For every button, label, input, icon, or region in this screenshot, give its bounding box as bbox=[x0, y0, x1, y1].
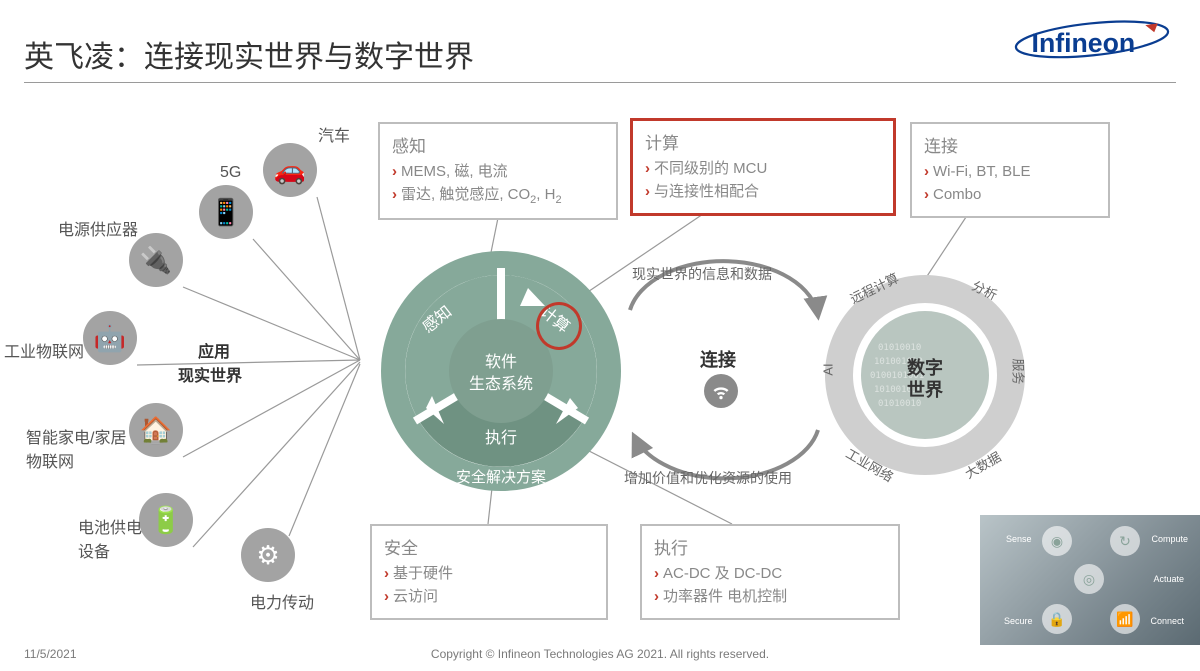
app-icon-label-4: 智能家电/家居 物联网 bbox=[26, 424, 126, 472]
caret-icon: › bbox=[645, 183, 650, 200]
box-title: 执行 bbox=[654, 534, 886, 559]
caret-icon: › bbox=[645, 160, 650, 177]
box-secure: 安全 ›基于硬件›云访问 bbox=[370, 524, 608, 620]
app-glyph-icon: ⚙ bbox=[256, 540, 279, 571]
connect-label: 连接 bbox=[700, 346, 736, 372]
center-label-realworld: 现实世界 bbox=[178, 362, 242, 386]
hub-outer-band: 安全解决方案 bbox=[378, 466, 624, 487]
slide-root: 英飞凌：连接现实世界与数字世界 Infineon bbox=[0, 0, 1200, 671]
app-icon-0: 🚗 bbox=[263, 143, 317, 197]
box-title: 安全 bbox=[384, 534, 594, 559]
box-title: 感知 bbox=[392, 132, 604, 157]
app-icon-1: 📱 bbox=[199, 185, 253, 239]
app-glyph-icon: 🔌 bbox=[140, 245, 172, 276]
svg-text:01010010: 01010010 bbox=[878, 343, 921, 353]
thumb-tr: Compute bbox=[1151, 534, 1188, 544]
hub-seg-actuate: 执行 bbox=[378, 424, 624, 448]
dw-center-2: 世界 bbox=[820, 376, 1030, 402]
digital-world-ring: 01010010 101001010 0100101001 101001010 … bbox=[820, 270, 1030, 480]
annot-bottom: 增加价值和优化资源的使用 bbox=[624, 468, 792, 488]
app-icon-6: ⚙ bbox=[241, 528, 295, 582]
center-label-app: 应用 bbox=[198, 338, 230, 362]
title-rule bbox=[24, 82, 1176, 83]
app-glyph-icon: 🔋 bbox=[150, 505, 182, 536]
app-glyph-icon: 🚗 bbox=[274, 155, 306, 186]
app-icon-3: 🤖 bbox=[83, 311, 137, 365]
app-icon-label-0: 汽车 bbox=[318, 122, 350, 146]
hub-wheel: 软件 生态系统 感知 计算 执行 安全解决方案 bbox=[378, 248, 624, 494]
app-icon-4: 🏠 bbox=[129, 403, 183, 457]
dw-ring-5: AI bbox=[821, 363, 836, 375]
dw-ring-2: 服务 bbox=[1009, 358, 1028, 384]
box-line: ›不同级别的 MCU bbox=[645, 158, 881, 181]
app-icon-label-5: 电池供电 设备 bbox=[78, 514, 142, 562]
box-line: ›AC-DC 及 DC-DC bbox=[654, 563, 886, 586]
red-highlight-ring bbox=[536, 302, 582, 350]
app-icon-label-3: 工业物联网 bbox=[4, 338, 84, 362]
app-icon-5: 🔋 bbox=[139, 493, 193, 547]
thumbnail-image: ◉ ↻ ◎ 🔒 📶 Sense Compute Actuate Secure C… bbox=[980, 515, 1200, 645]
box-compute: 计算 ›不同级别的 MCU›与连接性相配合 bbox=[630, 118, 896, 216]
app-glyph-icon: 🏠 bbox=[140, 415, 172, 446]
annot-top: 现实世界的信息和数据 bbox=[632, 264, 772, 284]
caret-icon: › bbox=[654, 565, 659, 582]
caret-icon: › bbox=[924, 186, 929, 203]
caret-icon: › bbox=[392, 163, 397, 180]
caret-icon: › bbox=[384, 565, 389, 582]
box-line: ›功率器件 电机控制 bbox=[654, 586, 886, 609]
caret-icon: › bbox=[924, 163, 929, 180]
box-sense: 感知 ›MEMS, 磁, 电流›雷达, 触觉感应, CO2, H2 bbox=[378, 122, 618, 220]
caret-icon: › bbox=[392, 186, 397, 203]
box-line: ›雷达, 触觉感应, CO2, H2 bbox=[392, 184, 604, 209]
box-line: ›云访问 bbox=[384, 586, 594, 609]
caret-icon: › bbox=[384, 588, 389, 605]
box-line: ›与连接性相配合 bbox=[645, 181, 881, 204]
app-icon-2: 🔌 bbox=[129, 233, 183, 287]
wifi-icon bbox=[704, 374, 738, 408]
hub-center-1: 软件 bbox=[378, 348, 624, 372]
app-icon-label-2: 电源供应器 bbox=[58, 216, 138, 240]
thumb-tl: Sense bbox=[1006, 534, 1032, 544]
box-title: 连接 bbox=[924, 132, 1096, 157]
box-line: ›基于硬件 bbox=[384, 563, 594, 586]
box-actuate: 执行 ›AC-DC 及 DC-DC›功率器件 电机控制 bbox=[640, 524, 900, 620]
thumb-br: Connect bbox=[1150, 616, 1184, 626]
page-title: 英飞凌：连接现实世界与数字世界 bbox=[24, 32, 474, 76]
thumb-r: Actuate bbox=[1153, 574, 1184, 584]
box-line: ›Wi-Fi, BT, BLE bbox=[924, 161, 1096, 184]
box-line: ›Combo bbox=[924, 184, 1096, 207]
app-icon-label-6: 电力传动 bbox=[250, 589, 314, 613]
hub-center-2: 生态系统 bbox=[378, 370, 624, 394]
app-glyph-icon: 🤖 bbox=[94, 323, 126, 354]
svg-text:Infineon: Infineon bbox=[1032, 28, 1136, 58]
caret-icon: › bbox=[654, 588, 659, 605]
box-connect: 连接 ›Wi-Fi, BT, BLE›Combo bbox=[910, 122, 1110, 218]
infineon-logo: Infineon bbox=[1012, 18, 1172, 66]
app-icon-label-1: 5G bbox=[220, 164, 241, 182]
box-title: 计算 bbox=[645, 129, 881, 154]
footer-copyright: Copyright © Infineon Technologies AG 202… bbox=[0, 647, 1200, 661]
app-glyph-icon: 📱 bbox=[210, 197, 242, 228]
thumb-bl: Secure bbox=[1004, 616, 1033, 626]
box-line: ›MEMS, 磁, 电流 bbox=[392, 161, 604, 184]
